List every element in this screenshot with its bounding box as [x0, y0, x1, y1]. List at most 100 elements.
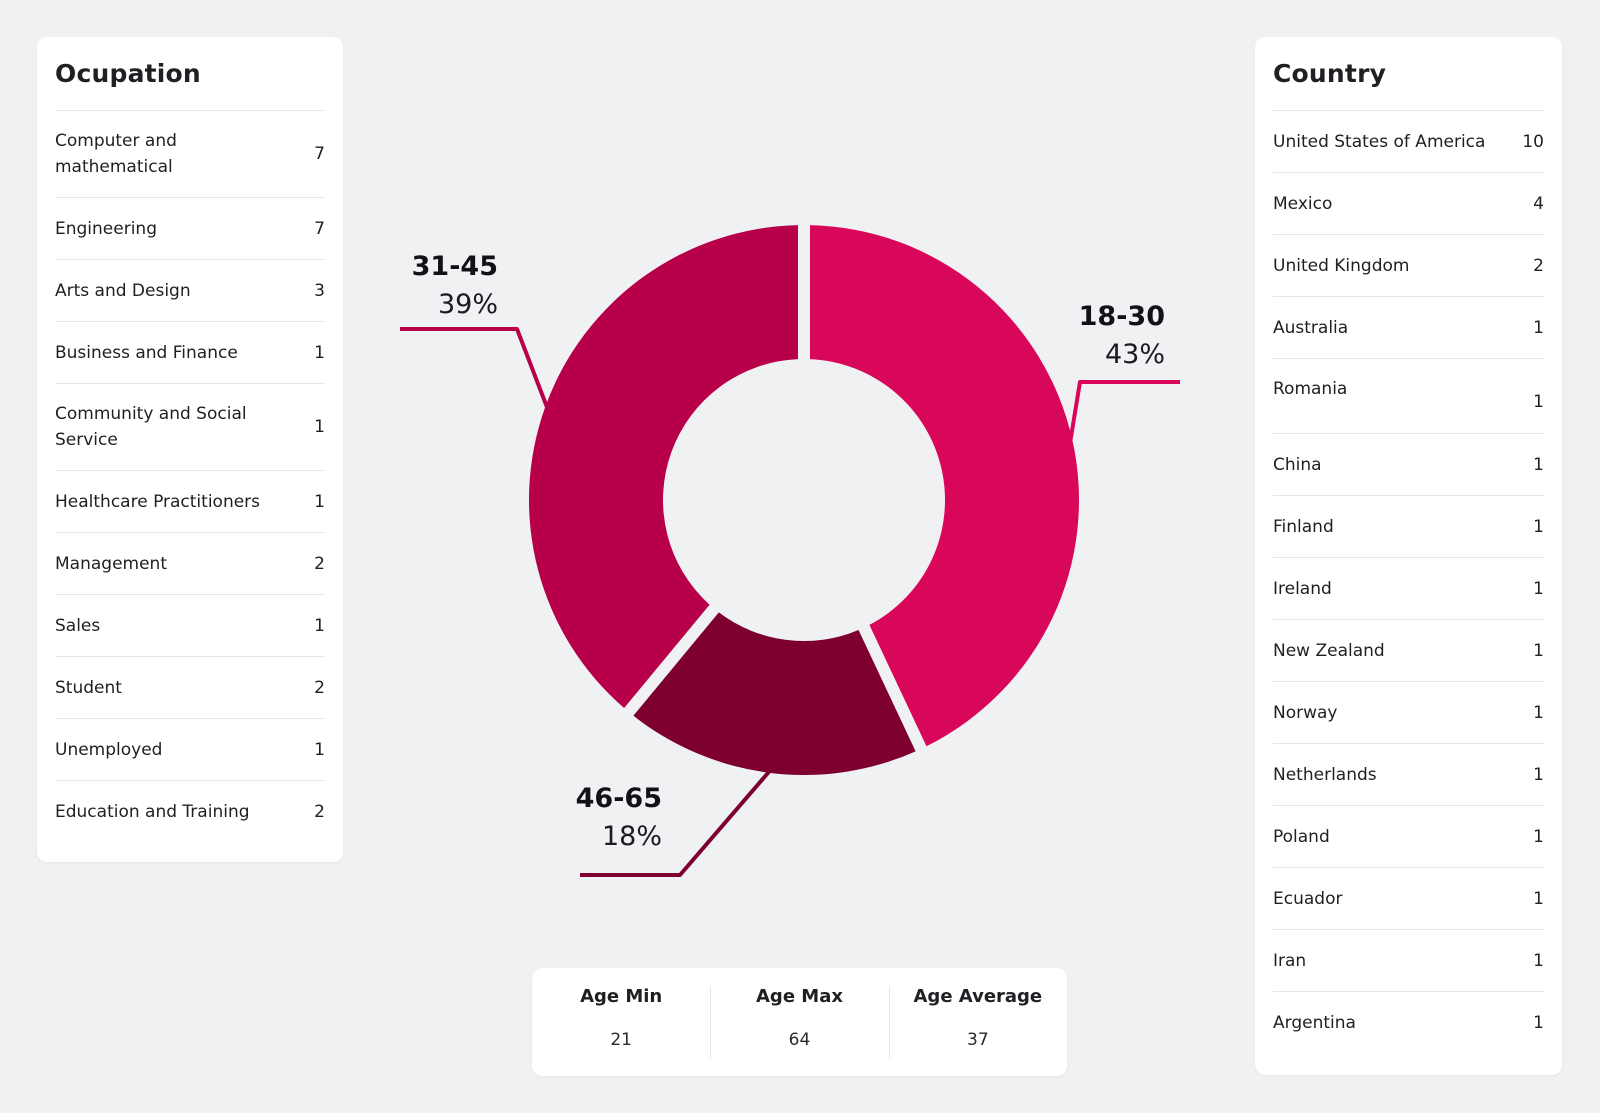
- slice-category-label: 46-65: [576, 783, 662, 814]
- list-item-label: Norway: [1273, 702, 1338, 723]
- list-item: Education and Training 2: [55, 781, 325, 843]
- slice-percent-label: 18%: [602, 821, 662, 852]
- list-item-count: 4: [1533, 193, 1544, 214]
- list-item-count: 1: [314, 491, 325, 512]
- list-item-label: Community and Social Service: [55, 404, 247, 450]
- list-item-count: 1: [1533, 640, 1544, 661]
- list-item-count: 1: [1533, 317, 1544, 338]
- list-item-label: Netherlands: [1273, 764, 1377, 785]
- list-item: Norway 1: [1273, 682, 1544, 744]
- stat-label: Age Min: [580, 986, 663, 1007]
- leader-line-31-45: [400, 327, 550, 409]
- stat-age-average: Age Average 37: [888, 968, 1067, 1076]
- list-item-count: 1: [1533, 454, 1544, 475]
- list-item-count: 1: [314, 342, 325, 363]
- list-item-count: 1: [1533, 578, 1544, 599]
- list-item-label: Healthcare Practitioners: [55, 491, 261, 512]
- stat-age-min: Age Min 21: [532, 968, 710, 1076]
- list-item: United Kingdom 2: [1273, 235, 1544, 297]
- list-item-label: New Zealand: [1273, 640, 1385, 661]
- list-item-count: 1: [1533, 516, 1544, 537]
- list-item-count: 1: [1533, 764, 1544, 785]
- list-item-label: Argentina: [1273, 1013, 1356, 1033]
- list-item: Community and Social Service 1: [55, 384, 325, 471]
- list-item-label: Sales: [55, 615, 101, 636]
- list-item: Mexico 4: [1273, 173, 1544, 235]
- slice-category-label: 18-30: [1079, 301, 1165, 332]
- list-item-count: 1: [314, 417, 325, 437]
- list-item-label: Ireland: [1273, 578, 1332, 599]
- list-item-count: 2: [314, 802, 325, 822]
- slice-percent-label: 43%: [1105, 339, 1165, 370]
- list-item-count: 7: [314, 144, 325, 164]
- list-item-label: Education and Training: [55, 802, 250, 822]
- list-item-count: 1: [1533, 888, 1544, 909]
- list-item-count: 2: [314, 553, 325, 574]
- list-item-count: 1: [1533, 826, 1544, 847]
- slice-percent-label: 39%: [438, 289, 498, 320]
- list-item-count: 1: [1533, 702, 1544, 723]
- list-item-count: 1: [1533, 392, 1544, 412]
- list-item: Student 2: [55, 657, 325, 719]
- list-item-label: Student: [55, 677, 122, 698]
- list-item-label: Romania: [1273, 379, 1348, 399]
- list-item-label: Management: [55, 553, 167, 574]
- list-item: Australia 1: [1273, 297, 1544, 359]
- list-item: Poland 1: [1273, 806, 1544, 868]
- list-item: United States of America 10: [1273, 111, 1544, 173]
- list-item: Argentina 1: [1273, 992, 1544, 1054]
- list-item-count: 1: [1533, 950, 1544, 971]
- list-item-label: Iran: [1273, 950, 1307, 971]
- list-item-label: Finland: [1273, 516, 1334, 537]
- list-item: Computer and mathematical 7: [55, 111, 325, 198]
- list-item-label: United Kingdom: [1273, 255, 1410, 276]
- stat-label: Age Average: [913, 986, 1043, 1007]
- list-item-label: Business and Finance: [55, 342, 238, 363]
- list-item-label: Computer and mathematical: [55, 131, 177, 177]
- list-item-label: Ecuador: [1273, 888, 1343, 909]
- list-item-label: Arts and Design: [55, 280, 191, 301]
- occupation-list: Computer and mathematical 7 Engineering …: [55, 111, 325, 843]
- country-title: Country: [1273, 37, 1544, 111]
- list-item: Netherlands 1: [1273, 744, 1544, 806]
- stat-value: 37: [967, 1030, 989, 1050]
- stat-value: 21: [610, 1030, 632, 1050]
- list-item: Sales 1: [55, 595, 325, 657]
- leader-line-46-65: [580, 769, 772, 877]
- donut-svg: 18-30 43% 46-65 18% 31-45 39%: [400, 225, 1180, 877]
- list-item-label: China: [1273, 454, 1322, 475]
- list-item-count: 10: [1522, 131, 1544, 152]
- list-item-label: United States of America: [1273, 131, 1486, 152]
- donut-slice-31-45: [528, 225, 799, 709]
- age-donut-chart: 18-30 43% 46-65 18% 31-45 39%: [380, 200, 1220, 920]
- list-item-count: 2: [314, 677, 325, 698]
- list-item-count: 1: [314, 739, 325, 760]
- list-item-count: 1: [314, 615, 325, 636]
- stat-value: 64: [788, 1030, 811, 1050]
- age-stats-card: Age Min 21 Age Max 64 Age Average 37: [532, 968, 1067, 1076]
- list-item: Engineering 7: [55, 198, 325, 260]
- list-item: Romania 1: [1273, 359, 1544, 434]
- list-item-count: 1: [1533, 1013, 1544, 1033]
- list-item-label: Poland: [1273, 826, 1330, 847]
- list-item: Management 2: [55, 533, 325, 595]
- list-item-count: 3: [314, 280, 325, 301]
- list-item: Finland 1: [1273, 496, 1544, 558]
- list-item-label: Australia: [1273, 317, 1349, 338]
- list-item: China 1: [1273, 434, 1544, 496]
- occupation-title: Ocupation: [55, 37, 325, 111]
- list-item: Business and Finance 1: [55, 322, 325, 384]
- list-item-label: Mexico: [1273, 193, 1333, 214]
- list-item: Unemployed 1: [55, 719, 325, 781]
- list-item: Ireland 1: [1273, 558, 1544, 620]
- country-panel: Country United States of America 10 Mexi…: [1255, 37, 1562, 1075]
- donut-slice-46-65: [633, 612, 916, 775]
- list-item: Iran 1: [1273, 930, 1544, 992]
- stat-age-max: Age Max 64: [710, 968, 888, 1076]
- country-list: United States of America 10 Mexico 4 Uni…: [1273, 111, 1544, 1054]
- list-item-count: 2: [1533, 255, 1544, 276]
- list-item: Arts and Design 3: [55, 260, 325, 322]
- list-item-count: 7: [314, 218, 325, 239]
- slice-category-label: 31-45: [412, 251, 498, 282]
- list-item: Healthcare Practitioners 1: [55, 471, 325, 533]
